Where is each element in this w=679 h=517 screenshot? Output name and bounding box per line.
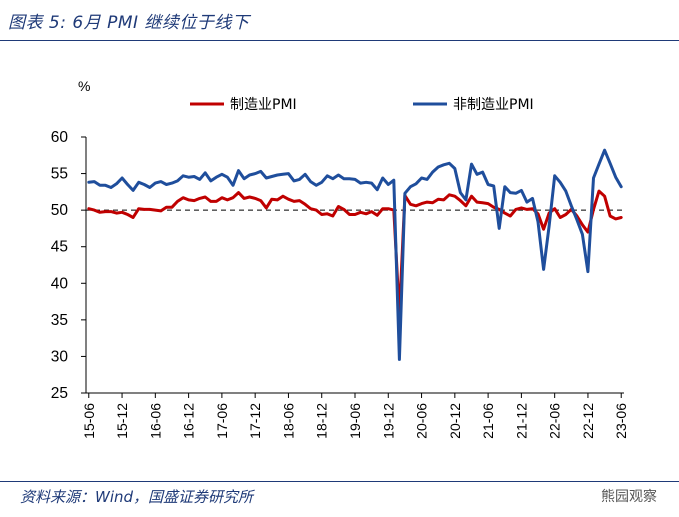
x-tick-label: 21-12 [513, 403, 529, 439]
y-tick-label: 60 [51, 129, 69, 146]
y-tick-label: 35 [51, 312, 68, 329]
x-tick-label: 16-06 [147, 403, 163, 439]
watermark: 熊园观察 [601, 489, 657, 505]
legend: 制造业PMI 非制造业PMI [190, 97, 534, 113]
x-tick-label: 20-12 [447, 403, 463, 439]
y-tick-label: 25 [51, 385, 68, 402]
x-tick-label: 18-06 [280, 403, 296, 439]
footer-divider [0, 481, 679, 482]
series-layer [87, 148, 623, 361]
legend-label-manufacturing: 制造业PMI [230, 97, 297, 113]
x-tick-label: 22-06 [547, 403, 563, 439]
y-axis-unit: % [78, 78, 90, 94]
x-tick-label: 16-12 [181, 403, 197, 439]
series-line-manufacturing [87, 189, 623, 317]
figure-title: 图表 5: 6月 PMI 继续位于线下 [8, 13, 250, 33]
legend-label-non-manufacturing: 非制造业PMI [453, 97, 534, 113]
x-tick-label: 15-06 [81, 403, 97, 439]
x-tick-label: 19-12 [380, 403, 396, 439]
y-tick-label: 55 [51, 166, 68, 183]
source-note: 资料来源：Wind，国盛证券研究所 [20, 488, 254, 506]
x-tick-label: 18-12 [314, 403, 330, 439]
x-tick-label: 17-12 [247, 403, 263, 439]
y-axis: 25 30 35 40 45 50 55 60 [51, 129, 87, 402]
x-tick-label: 15-12 [114, 403, 130, 439]
x-tick-label: 23-06 [613, 403, 629, 439]
y-tick-label: 50 [51, 202, 69, 219]
x-tick-label: 19-06 [347, 403, 363, 439]
x-tick-label: 20-06 [414, 403, 430, 439]
x-axis: 15-06 15-12 16-06 16-12 17-06 17-12 18-06 18-12… [81, 392, 629, 439]
x-tick-label: 17-06 [214, 403, 230, 439]
y-tick-label: 30 [51, 348, 69, 365]
x-tick-label: 21-06 [480, 403, 496, 439]
y-tick-label: 45 [51, 239, 68, 256]
series-line-non-manufacturing [87, 148, 623, 361]
x-tick-label: 22-12 [580, 403, 596, 439]
y-tick-label: 40 [51, 275, 69, 292]
title-divider [0, 40, 679, 41]
